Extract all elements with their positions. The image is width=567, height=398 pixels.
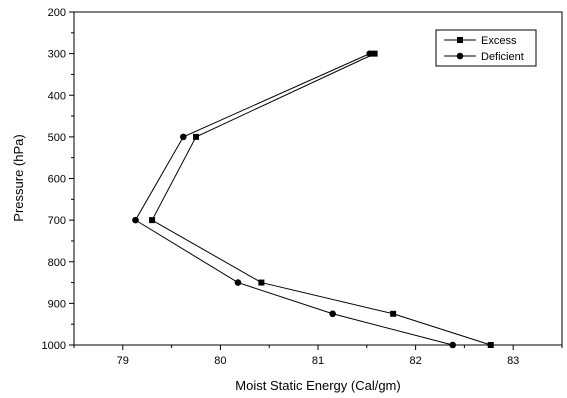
y-tick-label: 300: [48, 49, 66, 61]
legend-label-excess: Excess: [481, 35, 517, 47]
data-point-deficient: [366, 50, 374, 57]
y-tick-label: 1000: [42, 340, 66, 352]
y-tick-label: 800: [48, 257, 66, 269]
y-axis-label: Pressure (hPa): [11, 134, 26, 221]
data-point-excess: [371, 50, 378, 57]
data-point-deficient: [449, 341, 456, 349]
y-tick-label: 700: [48, 215, 66, 227]
y-axis-ticks: 200 300 400 500 600 700 800 900 1000: [42, 7, 74, 352]
data-point-excess: [390, 310, 397, 317]
data-point-deficient: [180, 133, 187, 141]
data-point-excess: [193, 133, 199, 140]
legend-box: [435, 29, 537, 67]
legend-label-deficient: Deficient: [481, 51, 524, 63]
x-tick-label: 82: [409, 355, 421, 367]
legend-marker-excess: [457, 37, 463, 43]
series-line-deficient: [134, 53, 453, 346]
data-point-excess: [487, 342, 494, 348]
data-point-deficient: [132, 216, 139, 224]
x-tick-label: 79: [117, 355, 129, 367]
x-tick-label: 83: [507, 355, 519, 367]
x-tick-label: 80: [214, 355, 226, 367]
legend: Excess Deficient: [435, 29, 537, 67]
x-axis-ticks: 79 80 81 82 83: [73, 345, 563, 367]
y-tick-label: 900: [48, 298, 66, 310]
y-tick-label: 500: [48, 132, 66, 144]
data-point-excess: [258, 279, 265, 286]
legend-marker-deficient: [456, 52, 464, 60]
y-tick-label: 200: [48, 7, 66, 19]
data-point-excess: [149, 217, 156, 224]
data-point-deficient: [234, 279, 242, 286]
series-line-excess: [151, 53, 491, 346]
series-layer: [132, 50, 494, 349]
x-tick-label: 81: [312, 355, 324, 367]
y-tick-label: 400: [48, 90, 66, 102]
x-axis-label: Moist Static Energy (Cal/gm): [235, 378, 400, 393]
y-tick-label: 600: [48, 174, 66, 186]
data-point-deficient: [329, 310, 336, 318]
